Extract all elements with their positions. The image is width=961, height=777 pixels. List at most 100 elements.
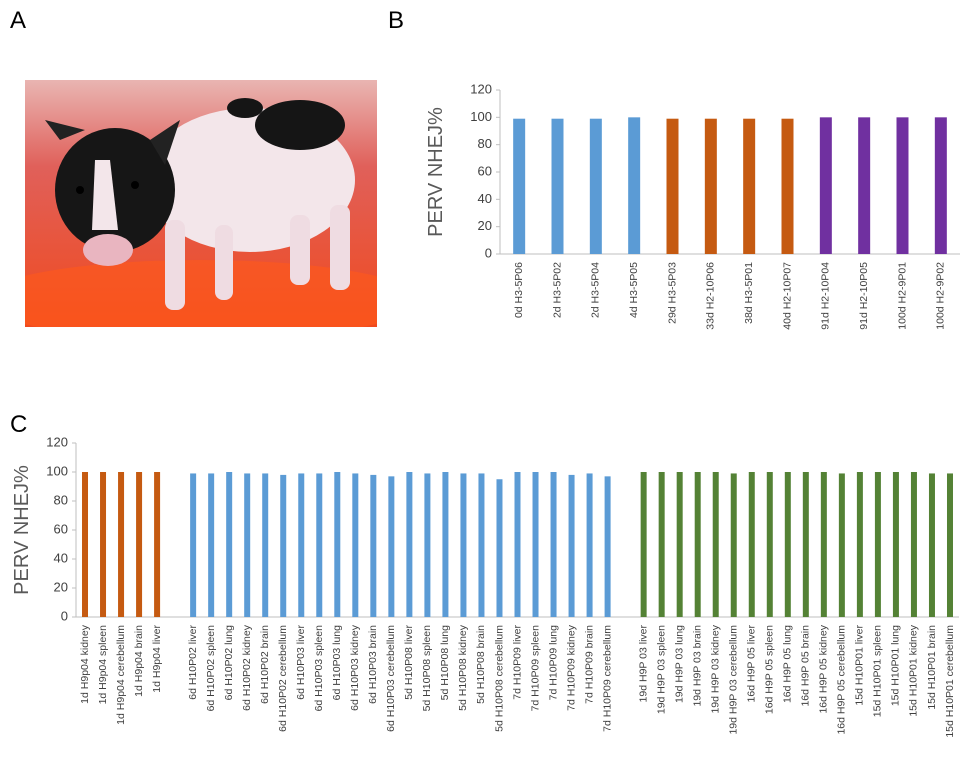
bar xyxy=(820,472,827,617)
bar xyxy=(550,472,557,617)
bar xyxy=(352,473,359,617)
y-axis-title: PERV NHEJ% xyxy=(425,107,447,237)
x-tick-label: 1d H9p04 kidney xyxy=(79,624,91,704)
bar xyxy=(316,473,323,617)
y-tick-label: 20 xyxy=(478,218,492,233)
bar xyxy=(460,473,467,617)
x-tick-label: 5d H10P08 spleen xyxy=(421,625,433,712)
y-tick-label: 0 xyxy=(61,608,68,623)
x-tick-label: 4d H3-5P05 xyxy=(628,262,640,318)
bar xyxy=(262,473,269,617)
bar xyxy=(513,118,526,254)
x-tick-label: 1d H9p04 cerebellum xyxy=(115,625,127,725)
x-tick-label: 5d H10P08 brain xyxy=(475,625,487,704)
x-tick-label: 6d H10P03 brain xyxy=(367,625,379,704)
x-tick-label: 2d H3-5P02 xyxy=(551,262,563,318)
bar xyxy=(748,472,755,617)
x-tick-label: 29d H3-5P03 xyxy=(666,262,678,324)
x-tick-label: 6d H10P03 spleen xyxy=(313,625,325,712)
x-tick-label: 19d H9P 03 brain xyxy=(691,625,703,707)
x-tick-label: 19d H9P 03 kidney xyxy=(710,624,722,713)
bar xyxy=(704,118,717,254)
bar xyxy=(928,473,935,617)
x-tick-label: 5d H10P08 liver xyxy=(403,625,415,700)
bar xyxy=(640,472,647,617)
bar xyxy=(244,473,251,617)
pig-photo xyxy=(25,80,377,327)
x-tick-label: 91d H2-10P05 xyxy=(858,262,870,330)
bar xyxy=(118,472,125,617)
y-tick-label: 80 xyxy=(54,492,68,507)
x-tick-label: 5d H10P08 kidney xyxy=(457,624,469,711)
bar xyxy=(676,472,683,617)
bar xyxy=(946,473,953,617)
x-tick-label: 100d H2-9P01 xyxy=(896,262,908,330)
bar xyxy=(784,472,791,617)
x-tick-label: 6d H10P03 liver xyxy=(295,625,307,700)
x-tick-label: 6d H10P02 liver xyxy=(187,625,199,700)
bar xyxy=(658,472,665,617)
bar xyxy=(802,472,809,617)
bar xyxy=(589,118,602,254)
x-tick-label: 6d H10P03 lung xyxy=(331,625,343,700)
x-tick-label: 7d H10P09 spleen xyxy=(529,625,541,712)
y-tick-label: 80 xyxy=(478,136,492,151)
bar xyxy=(838,473,845,617)
x-tick-label: 16d H9P 05 liver xyxy=(746,624,758,702)
bar xyxy=(442,472,449,617)
x-tick-label: 33d H2-10P06 xyxy=(705,262,717,330)
bar xyxy=(406,472,413,617)
bar xyxy=(694,472,701,617)
x-tick-label: 15d H10P01 cerebellum xyxy=(944,625,956,738)
x-tick-label: 1d H9p04 liver xyxy=(151,625,163,693)
bar xyxy=(496,479,503,617)
x-tick-label: 5d H10P08 lung xyxy=(439,625,451,700)
bar xyxy=(934,117,947,254)
x-tick-label: 5d H10P08 cerebellum xyxy=(493,625,505,732)
x-tick-label: 1d H9p04 spleen xyxy=(97,625,109,705)
x-tick-label: 40d H2-10P07 xyxy=(781,262,793,330)
x-tick-label: 7d H10P09 cerebellum xyxy=(601,625,613,732)
x-tick-label: 15d H10P01 spleen xyxy=(872,625,884,717)
bar xyxy=(712,472,719,617)
bar xyxy=(730,473,737,617)
bar xyxy=(874,472,881,617)
x-tick-label: 0d H3-5P06 xyxy=(513,262,525,318)
y-tick-label: 60 xyxy=(54,521,68,536)
y-tick-label: 40 xyxy=(54,550,68,565)
bar xyxy=(514,472,521,617)
x-tick-label: 6d H10P02 spleen xyxy=(205,625,217,712)
bar xyxy=(388,476,395,617)
bar xyxy=(280,474,287,617)
bar xyxy=(781,118,794,254)
bar xyxy=(568,474,575,617)
x-tick-label: 38d H3-5P01 xyxy=(743,262,755,324)
bar xyxy=(532,472,539,617)
bar xyxy=(910,472,917,617)
y-tick-label: 0 xyxy=(485,245,492,260)
x-tick-label: 16d H9P 05 spleen xyxy=(764,625,776,714)
bar xyxy=(766,472,773,617)
bar xyxy=(858,117,871,254)
x-tick-label: 7d H10P09 kidney xyxy=(565,624,577,711)
x-tick-label: 19d H9P 03 lung xyxy=(673,625,685,703)
bar xyxy=(190,473,197,617)
y-tick-label: 120 xyxy=(46,434,68,449)
bar xyxy=(604,476,611,617)
x-tick-label: 16d H9P 05 lung xyxy=(782,625,794,703)
x-tick-label: 6d H10P02 cerebellum xyxy=(277,625,289,732)
x-tick-label: 6d H10P02 brain xyxy=(259,625,271,704)
bar xyxy=(892,472,899,617)
y-tick-label: 60 xyxy=(478,163,492,178)
y-tick-label: 100 xyxy=(46,463,68,478)
x-tick-label: 19d H9P 03 spleen xyxy=(655,625,667,714)
bar xyxy=(208,473,215,617)
bar xyxy=(666,118,679,254)
x-tick-label: 15d H10P01 brain xyxy=(926,625,938,710)
y-tick-label: 20 xyxy=(54,579,68,594)
bar xyxy=(136,472,143,617)
panel-label: C xyxy=(10,411,27,438)
x-tick-label: 91d H2-10P04 xyxy=(820,262,832,330)
bar xyxy=(334,472,341,617)
